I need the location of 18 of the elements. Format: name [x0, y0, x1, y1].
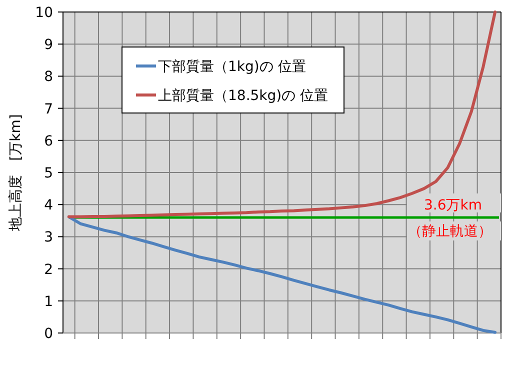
y-tick-label: 9 — [44, 37, 53, 54]
y-tick-label: 0 — [44, 326, 53, 342]
y-tick-label: 3 — [44, 230, 53, 246]
ref-line-label: 3.6万km — [424, 197, 482, 214]
y-tick-label: 10 — [35, 5, 53, 21]
y-axis-title: 地上高度 [万km] — [8, 114, 24, 232]
y-tick-label: 8 — [44, 69, 53, 86]
y-tick-label: 1 — [44, 294, 53, 310]
y-tick-label: 7 — [44, 101, 53, 118]
y-tick-label: 2 — [44, 262, 53, 278]
y-tick-label: 5 — [44, 166, 53, 182]
y-tick-label: 6 — [44, 133, 54, 150]
annotation: （静止軌道） — [408, 223, 492, 240]
line-series — [67, 10, 497, 218]
line-series — [67, 215, 497, 334]
legend-label: 上部質量（18.5kg)の 位置 — [158, 88, 328, 104]
y-tick-label: 4 — [44, 198, 54, 214]
legend-label: 下部質量（1kg)の 位置 — [158, 59, 306, 75]
